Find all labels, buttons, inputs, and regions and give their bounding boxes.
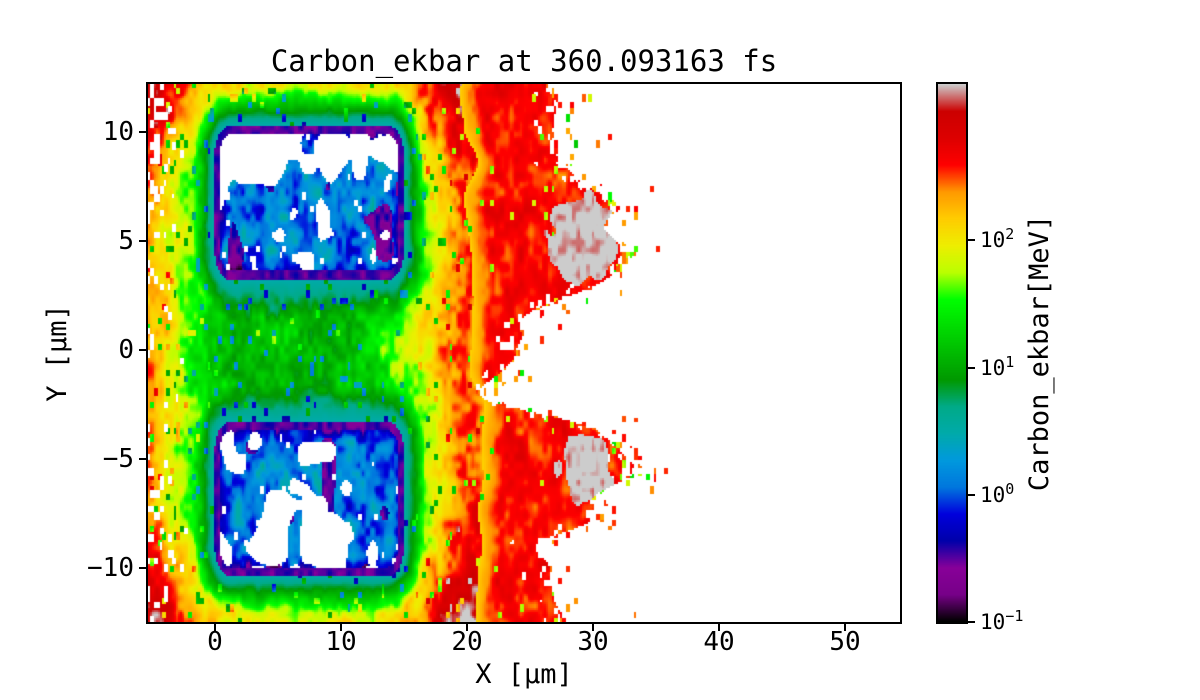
y-tick-mark (139, 567, 146, 569)
colorbar-tick-label: 10−1 (980, 607, 1024, 635)
x-tick-mark (466, 624, 468, 631)
y-tick-label: 10 (102, 117, 134, 147)
y-tick-label: 5 (118, 226, 134, 256)
y-tick-mark (139, 458, 146, 460)
x-tick-label: 10 (325, 627, 357, 657)
x-tick-mark (718, 624, 720, 631)
x-tick-label: 50 (829, 627, 861, 657)
colorbar-tick-mark (968, 621, 975, 623)
colorbar-label: Carbon_ekbar[MeV] (1024, 214, 1055, 492)
heatmap-canvas (148, 84, 900, 622)
y-tick-mark (139, 240, 146, 242)
x-tick-label: 40 (703, 627, 735, 657)
y-tick-label: −10 (87, 553, 134, 583)
y-tick-mark (139, 131, 146, 133)
colorbar-tick-mark (968, 367, 975, 369)
colorbar-tick-label: 101 (980, 353, 1015, 381)
x-tick-mark (592, 624, 594, 631)
x-tick-mark (340, 624, 342, 631)
y-tick-mark (139, 349, 146, 351)
x-tick-mark (844, 624, 846, 631)
colorbar-tick-mark (968, 494, 975, 496)
x-tick-mark (214, 624, 216, 631)
y-tick-label: −5 (102, 444, 134, 474)
colorbar-tick-label: 102 (980, 225, 1015, 253)
x-tick-label: 30 (577, 627, 609, 657)
y-tick-label: 0 (118, 335, 134, 365)
y-axis-label: Y [μm] (42, 304, 73, 402)
x-tick-label: 0 (207, 627, 223, 657)
colorbar-tick-label: 100 (980, 480, 1015, 508)
colorbar-gradient (938, 84, 966, 622)
colorbar-tick-mark (968, 239, 975, 241)
x-axis-label: X [μm] (475, 659, 573, 690)
x-tick-label: 20 (451, 627, 483, 657)
plot-title: Carbon_ekbar at 360.093163 fs (270, 44, 778, 78)
